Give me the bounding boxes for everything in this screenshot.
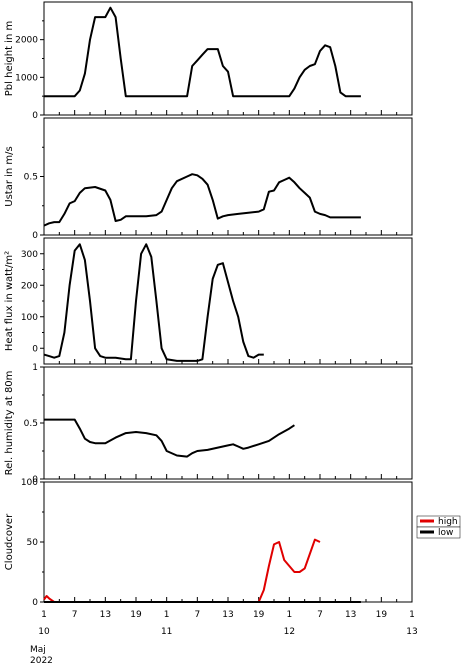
panel-1-ytick-label: 0 [32, 111, 38, 121]
xtick-label: 13 [345, 610, 356, 620]
panel-1-ylabel: Pbl height in m [4, 21, 15, 96]
panel-4-ylabel: Rel. humidity at 80m [4, 371, 15, 476]
panel-3-ytick-label: 200 [21, 281, 38, 291]
panel-5-ytick-label: 50 [27, 538, 39, 548]
xday-label: 12 [284, 627, 295, 637]
panel-5-series-high [43, 538, 321, 603]
panel-5-ylabel: Cloudcover [4, 513, 15, 570]
xtick-label: 19 [376, 610, 388, 620]
legend-label-high: high [438, 517, 458, 527]
xtick-label: 19 [130, 610, 142, 620]
panel-1-series-line1 [44, 6, 361, 98]
xday-label: 13 [406, 627, 417, 637]
panel-3-ytick-label: 300 [21, 250, 38, 260]
legend-label-low: low [438, 528, 453, 538]
panel-1-ytick-label: 1000 [15, 73, 38, 83]
xtick-label: 1 [286, 610, 292, 620]
panel-5-frame [43, 481, 413, 603]
xday-label: 11 [161, 627, 172, 637]
xtick-label: 1 [164, 610, 170, 620]
panel-3-ylabel: Heat flux in watt/m² [4, 251, 15, 351]
panel-5-ytick-label: 100 [21, 478, 38, 488]
panel-4-frame [43, 366, 413, 480]
panel-2-ylabel: Ustar in m/s [4, 146, 15, 206]
panel-4-series-line1 [44, 418, 295, 458]
panel-5-ytick-label: 0 [32, 598, 38, 608]
panel-3-series-line1 [43, 243, 264, 362]
panel-2-ytick-label: 0.5 [24, 173, 38, 183]
panel-3-ytick-label: 100 [21, 313, 38, 323]
panel-2-ytick-label: 0 [32, 231, 38, 241]
xtick-label: 7 [194, 610, 200, 620]
xtick-label: 13 [100, 610, 111, 620]
xtick-label: 1 [41, 610, 47, 620]
legend-box-low [416, 526, 461, 539]
x-year-label: 2022 [30, 656, 53, 664]
panel-4-ytick-label: 0 [32, 475, 38, 485]
panel-4-ytick-label: 1 [32, 363, 38, 373]
xtick-label: 7 [72, 610, 78, 620]
panel-2-series-line1 [43, 173, 361, 227]
xtick-label: 19 [253, 610, 265, 620]
panel-1-ytick-label: 2000 [15, 36, 38, 46]
xday-label: 10 [38, 627, 50, 637]
panel-3-ytick-label: 0 [32, 344, 38, 354]
panel-4-ytick-label: 0.5 [24, 419, 38, 429]
panel-1-frame [43, 1, 413, 116]
xtick-label: 7 [317, 610, 323, 620]
panel-3-frame [43, 237, 413, 365]
x-month-label: Maj [30, 645, 46, 655]
xtick-label: 1 [409, 610, 415, 620]
xtick-label: 13 [222, 610, 233, 620]
